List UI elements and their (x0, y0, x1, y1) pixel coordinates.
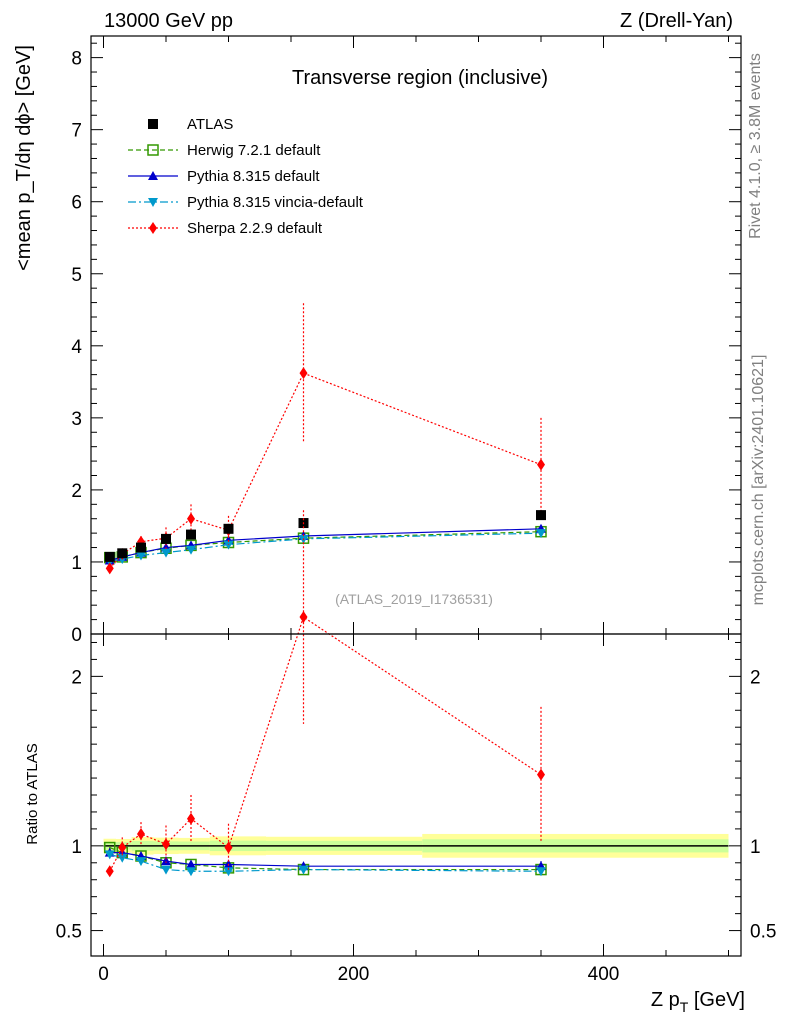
ratio-marker (117, 853, 128, 863)
energy-label: 13000 GeV pp (104, 10, 233, 32)
series-line (109, 528, 542, 562)
ratio-marker (186, 859, 196, 869)
ratio-series-line (109, 616, 542, 872)
data-point (117, 548, 128, 559)
ratio-y-axis-label: Ratio to ATLAS (24, 743, 41, 844)
ratio-tick-label: 1 (71, 837, 82, 858)
ratio-ticks: 0 200 400 0.5 0.5 1 1 2 2 (56, 634, 776, 985)
y-tick-label: 6 (71, 193, 82, 214)
x-axis-label: Z pT [GeV] (651, 989, 745, 1015)
ratio-series (104, 510, 547, 878)
ratio-tick-label-right: 0.5 (750, 922, 776, 943)
legend-marker (148, 119, 158, 129)
data-point (536, 510, 546, 521)
x-tick-label: 0 (98, 964, 109, 985)
ratio-marker (118, 841, 127, 854)
ratio-marker (186, 867, 196, 877)
y-tick-label: 8 (71, 49, 82, 70)
ratio-marker (137, 827, 145, 840)
ratio-tick-label: 2 (71, 667, 82, 688)
y-tick-label: 4 (71, 337, 82, 358)
ratio-tick-label: 0.5 (56, 922, 82, 943)
legend-marker (148, 171, 158, 180)
main-series (104, 303, 547, 575)
ratio-marker (536, 867, 546, 877)
ratio-marker (161, 856, 171, 866)
legend-marker (149, 222, 157, 234)
ratio-series-line (109, 853, 542, 872)
series-marker (299, 367, 308, 380)
legend-marker (148, 198, 158, 207)
data-point (223, 523, 234, 534)
y-tick-label: 0 (71, 625, 82, 646)
y-tick-label: 3 (71, 409, 82, 430)
ratio-tick-label-right: 1 (750, 837, 761, 858)
ratio-series-line (109, 852, 541, 867)
rivet-label: Rivet 4.1.0, ≥ 3.8M events (747, 53, 764, 239)
legend-label: Pythia 8.315 default (187, 168, 320, 185)
series-marker (161, 548, 171, 558)
chart-title: Transverse region (inclusive) (292, 67, 548, 89)
legend-marker (147, 144, 159, 156)
y-tick-label: 7 (71, 121, 82, 142)
ratio-tick-label-right: 2 (750, 667, 761, 688)
data-point (104, 551, 115, 562)
y-tick-label: 2 (71, 481, 82, 502)
main-ticks: 0 1 2 3 4 5 6 7 8 (71, 36, 741, 646)
ratio-marker (187, 812, 195, 825)
ratio-marker (104, 850, 115, 860)
legend-label: Pythia 8.315 vincia-default (187, 194, 364, 211)
y-tick-label: 5 (71, 265, 82, 286)
ratio-marker (224, 841, 233, 854)
ratio-marker (223, 867, 234, 877)
series-marker (105, 562, 114, 575)
series-marker (536, 529, 546, 539)
ratio-band (103, 833, 729, 858)
data-point (186, 529, 196, 540)
y-tick-label: 1 (71, 553, 82, 574)
mcplots-label: mcplots.cern.ch [arXiv:2401.10621] (750, 355, 767, 606)
legend: ATLAS Herwig 7.2.1 default Pythia 8.315 de… (128, 116, 364, 237)
ratio-marker (299, 611, 308, 624)
ratio-marker (162, 838, 170, 851)
ratio-marker (537, 768, 545, 781)
series-line (109, 372, 542, 569)
x-tick-label: 200 (338, 964, 370, 985)
series-marker (187, 512, 195, 525)
legend-label: Herwig 7.2.1 default (187, 142, 321, 159)
series-marker (186, 545, 196, 555)
ratio-marker (298, 865, 309, 875)
series-marker (537, 458, 545, 471)
process-label: Z (Drell-Yan) (620, 10, 733, 32)
y-axis-label: <mean p_T/dη dϕ> [GeV] (13, 45, 35, 271)
ratio-marker (161, 865, 171, 875)
data-point (136, 542, 146, 553)
ratio-marker (105, 865, 114, 878)
legend-label: ATLAS (187, 116, 233, 133)
data-point (161, 533, 171, 544)
legend-label: Sherpa 2.2.9 default (187, 220, 323, 237)
series-line (109, 532, 542, 562)
ratio-marker (136, 857, 146, 867)
reference-label: (ATLAS_2019_I1736531) (335, 591, 493, 607)
series-marker (136, 551, 146, 561)
x-tick-label: 400 (588, 964, 620, 985)
series-marker (223, 540, 234, 550)
ratio-frame (90, 633, 742, 957)
